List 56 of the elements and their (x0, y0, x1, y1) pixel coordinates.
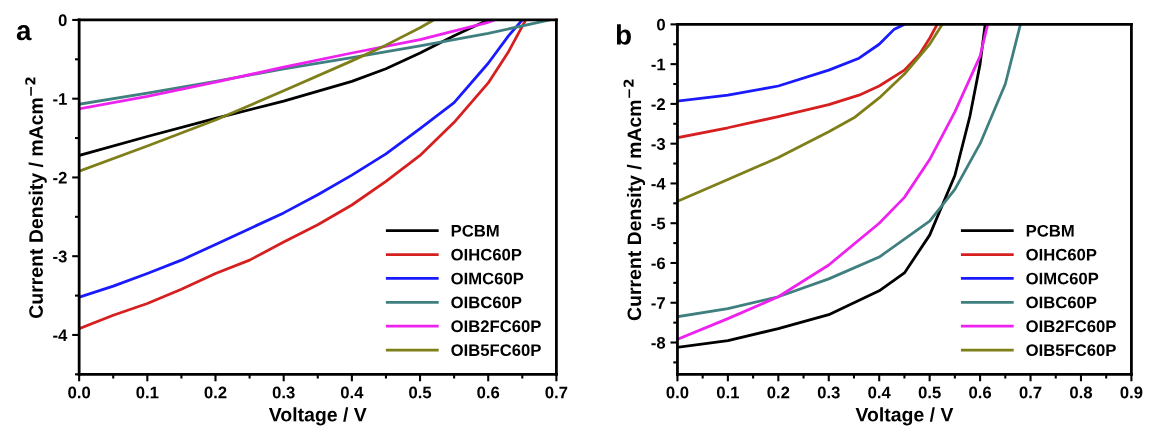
legend-label: OIBC60P (451, 296, 522, 309)
text: a (16, 25, 32, 41)
y-tick-label: -4 (53, 329, 68, 341)
line-series (677, 24, 944, 203)
legend-label: OIB5FC60P (1026, 344, 1116, 357)
x-tick-label: 0.5 (918, 386, 941, 399)
y-tick-label: -3 (53, 250, 67, 263)
x-tick-label: 0.7 (545, 386, 568, 399)
x-tick-label: 0.9 (1120, 386, 1143, 399)
x-tick-label: 0.3 (817, 386, 840, 399)
y-tick-label: -7 (651, 297, 665, 309)
y-tick-label: -5 (651, 217, 666, 230)
x-tick-label: 0.7 (1019, 386, 1042, 399)
x-tick-label: 0.0 (68, 386, 91, 399)
y-tick-label: -2 (651, 98, 665, 110)
line-series (677, 24, 1022, 319)
legend-label: PCBM (451, 224, 499, 237)
legend-label: OIB2FC60P (451, 320, 541, 333)
y-axis-title: Current Density / mAcm$^{−2}$ (623, 79, 646, 321)
legend-label: OIHC60P (1026, 248, 1097, 261)
x-tick-label: 0.1 (716, 386, 740, 399)
y-tick-label: 0 (58, 14, 67, 27)
line-series (677, 24, 906, 103)
x-tick-label: 0.0 (666, 386, 689, 399)
x-tick-label: 0.8 (1070, 386, 1093, 399)
line-series (79, 19, 436, 173)
y-tick-label: 0 (657, 18, 665, 31)
x-tick-label: 0.5 (409, 386, 432, 399)
legend-label: OIHC60P (451, 248, 522, 261)
x-tick-label: 0.2 (767, 386, 790, 399)
y-tick-label: -1 (53, 93, 67, 105)
legend-label: OIBC60P (1026, 296, 1097, 309)
x-tick-label: 0.4 (868, 386, 891, 399)
text: b (616, 24, 631, 45)
legend-label: OIMC60P (451, 272, 524, 285)
x-tick-label: 0.3 (272, 386, 295, 399)
y-tick-label: -8 (651, 336, 666, 349)
line-series (79, 19, 497, 111)
x-tick-label: 0.2 (204, 386, 227, 399)
legend-label: PCBM (1026, 224, 1074, 237)
y-tick-label: -6 (651, 257, 666, 270)
x-axis-title: Voltage / V (268, 407, 367, 426)
legend-label: OIB2FC60P (1026, 320, 1116, 333)
y-axis-title: Current Density / mAcm$^{−2}$ (25, 77, 47, 318)
x-axis-title: Voltage / V (855, 407, 954, 426)
y-tick-label: -4 (651, 178, 666, 190)
x-tick-label: 0.6 (969, 386, 992, 399)
line-series (677, 24, 939, 140)
legend-label: OIMC60P (1026, 272, 1099, 285)
legend-label: OIB5FC60P (451, 344, 541, 357)
x-tick-label: 0.4 (340, 386, 364, 399)
y-tick-label: -1 (651, 58, 666, 71)
y-tick-label: -3 (651, 138, 666, 150)
y-tick-label: -2 (53, 171, 67, 184)
x-tick-label: 0.6 (477, 386, 500, 399)
x-tick-label: 0.1 (136, 386, 159, 399)
